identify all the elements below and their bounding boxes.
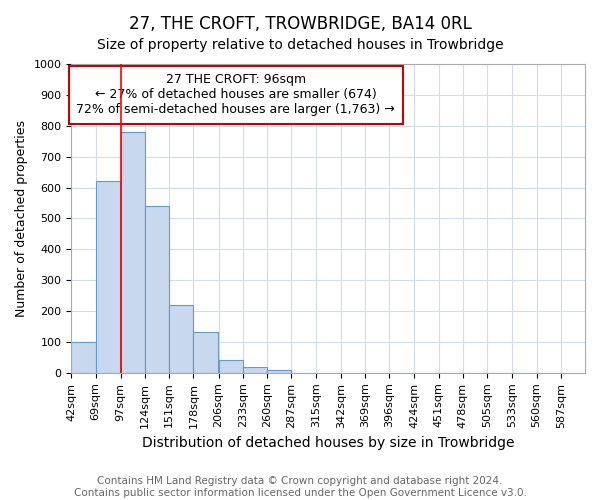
Y-axis label: Number of detached properties: Number of detached properties [15,120,28,317]
Bar [145,206,169,373]
Bar [218,360,243,373]
Bar [267,370,292,373]
Bar [71,342,95,373]
Bar [95,182,120,373]
Bar [169,305,193,373]
Bar [193,332,218,373]
Bar [121,132,145,373]
Text: Size of property relative to detached houses in Trowbridge: Size of property relative to detached ho… [97,38,503,52]
Text: 27 THE CROFT: 96sqm
← 27% of detached houses are smaller (674)
72% of semi-detac: 27 THE CROFT: 96sqm ← 27% of detached ho… [76,74,395,116]
Text: Contains HM Land Registry data © Crown copyright and database right 2024.
Contai: Contains HM Land Registry data © Crown c… [74,476,526,498]
Text: 27, THE CROFT, TROWBRIDGE, BA14 0RL: 27, THE CROFT, TROWBRIDGE, BA14 0RL [128,15,472,33]
X-axis label: Distribution of detached houses by size in Trowbridge: Distribution of detached houses by size … [142,436,514,450]
Bar [243,368,267,373]
